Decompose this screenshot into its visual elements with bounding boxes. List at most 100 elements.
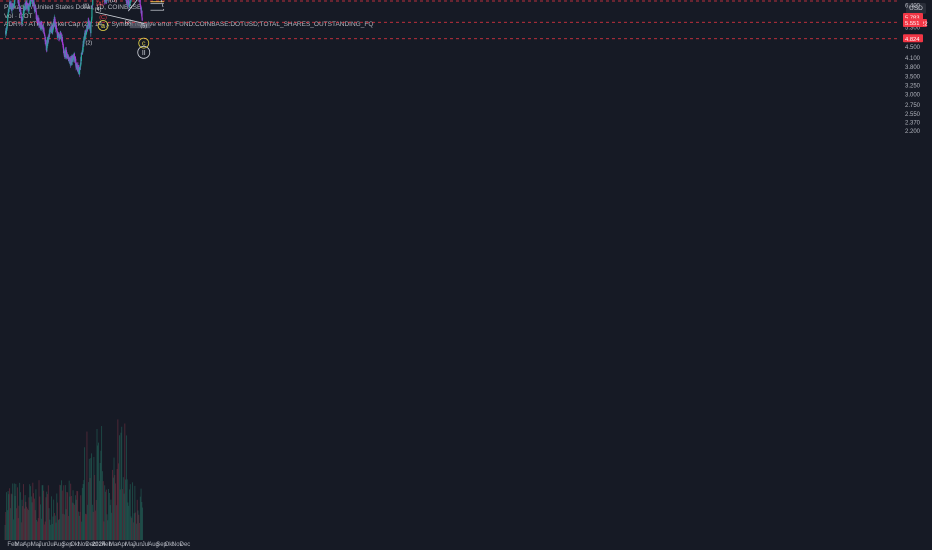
volume-bar: [117, 419, 119, 540]
candle-body: [7, 16, 9, 25]
y-tick-label: 3.500: [905, 75, 921, 81]
volume-bar: [44, 521, 46, 540]
candle-body: [57, 32, 60, 36]
volume-bar: [99, 463, 101, 540]
candle-body: [128, 5, 130, 7]
volume-bar: [128, 505, 130, 540]
candle-body: [41, 21, 43, 25]
candle-body: [30, 0, 32, 5]
candle-body: [128, 0, 130, 7]
volume-bar: [68, 480, 70, 540]
volume-bar: [51, 524, 53, 540]
volume-bar: [113, 457, 115, 540]
volume-bar: [121, 426, 123, 540]
candle-body: [19, 7, 21, 13]
candle-body: [89, 27, 91, 29]
candle-body: [72, 55, 74, 59]
volume-bar: [74, 495, 76, 540]
volume-bar: [7, 491, 9, 540]
candle-body: [51, 31, 54, 33]
volume-bar: [92, 511, 94, 540]
candle-body: [90, 22, 92, 24]
volume-bar: [6, 492, 7, 540]
volume-bar: [123, 493, 125, 540]
x-tick-label: Maj: [125, 542, 135, 548]
volume-bar: [19, 482, 21, 540]
candle-body: [69, 57, 71, 61]
volume-bar: [43, 490, 45, 540]
volume-bar: [102, 481, 104, 540]
candle-body: [61, 42, 64, 44]
volume-bar: [66, 491, 68, 540]
candle-body: [44, 34, 46, 37]
volume-bar: [59, 484, 61, 540]
candle-body: [89, 23, 91, 26]
candle-body: [61, 37, 63, 43]
candle-body: [67, 55, 69, 57]
volume-bar: [95, 499, 97, 540]
volume-bar: [32, 482, 34, 540]
x-tick-label: Apr: [117, 542, 126, 548]
candle-body: [22, 14, 24, 18]
candle-body: [20, 12, 22, 19]
x-tick-label: Jun: [39, 542, 49, 548]
candle-body: [63, 47, 65, 54]
volume-bar: [35, 489, 37, 540]
candle-body: [63, 50, 65, 54]
volume-bar: [139, 523, 140, 540]
price-label-bg: [903, 18, 923, 27]
volume-bar: [122, 489, 123, 540]
candle-body: [91, 8, 93, 19]
candle-body: [81, 52, 83, 54]
volume-bar: [41, 485, 43, 540]
candle-body: [41, 24, 43, 26]
lower-trendline: [95, 11, 144, 24]
candle-body: [43, 27, 45, 30]
candle-body: [79, 66, 81, 70]
volume-bar: [4, 524, 6, 540]
x-tick-label: Nov: [78, 542, 89, 548]
x-tick-label: Jun: [133, 542, 143, 548]
volume-bar: [61, 490, 63, 540]
volume-bar: [71, 495, 72, 540]
candle-body: [10, 3, 12, 7]
volume-bar: [136, 499, 138, 540]
volume-bar: [44, 524, 45, 540]
candle-body: [43, 29, 45, 35]
candle-body: [83, 36, 85, 41]
wedge-lower: [127, 0, 138, 12]
volume-bar: [132, 522, 134, 540]
candle-body: [126, 0, 128, 4]
indicator-legend: ADR% / ATR / Market Cap (20, 14, ): Symb…: [4, 21, 374, 28]
candle-body: [80, 52, 82, 62]
x-tick-label: Jul: [47, 542, 55, 548]
y-tick-label: 2.200: [905, 129, 921, 135]
candle-body: [87, 23, 89, 30]
y-tick-label: 5.300: [905, 26, 921, 32]
candle-body: [55, 25, 57, 28]
volume-bar: [53, 499, 55, 540]
volume-bar: [62, 513, 64, 540]
candle-body: [27, 3, 29, 6]
volume-bar: [109, 505, 111, 540]
volume-bar: [17, 518, 19, 540]
candle-body: [29, 4, 31, 6]
volume-bar: [27, 508, 28, 540]
x-tick-label: Okt: [70, 542, 80, 548]
volume-bar: [40, 518, 42, 540]
candle-body: [38, 18, 40, 26]
volume-bar: [82, 484, 84, 540]
x-tick-label: Jul: [142, 542, 150, 548]
candle-body: [74, 56, 76, 59]
volume-bar: [34, 510, 36, 540]
volume-bar: [61, 480, 62, 540]
volume-bar: [131, 518, 133, 540]
candle-body: [41, 25, 44, 29]
volume-bar: [136, 523, 137, 540]
volume-bar: [103, 521, 105, 540]
volume-bar: [85, 514, 87, 540]
currency-button[interactable]: USD: [906, 3, 926, 14]
candle-body: [44, 39, 47, 41]
volume-bar: [138, 514, 140, 540]
